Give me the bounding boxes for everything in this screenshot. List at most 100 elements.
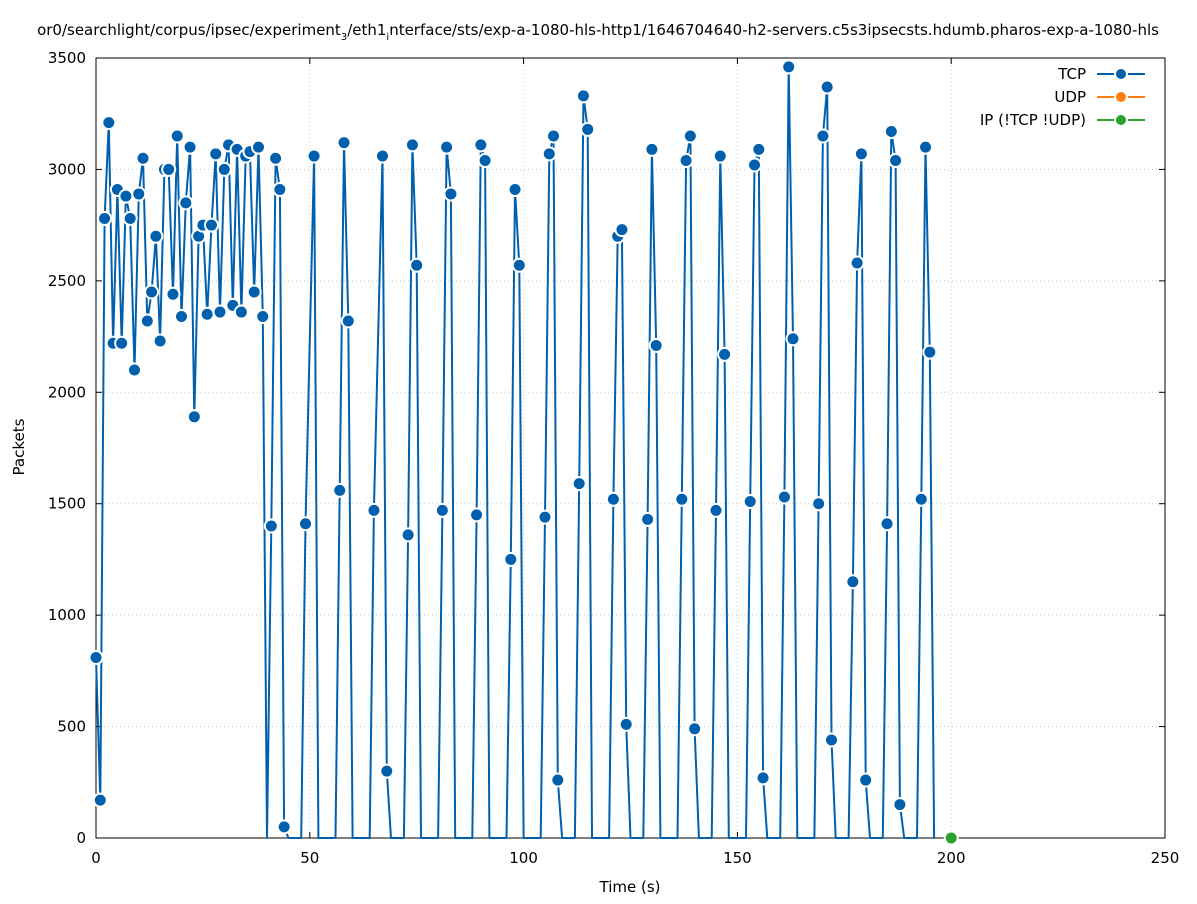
data-point	[263, 518, 279, 534]
data-point	[276, 819, 292, 835]
data-point	[212, 304, 228, 320]
legend-label: UDP	[1054, 88, 1086, 106]
data-point	[575, 88, 591, 104]
title-part-3: nterface/sts/exp-a-1080-hls-http1/164670…	[389, 21, 1159, 39]
data-point	[144, 284, 160, 300]
data-point	[233, 304, 249, 320]
data-point	[815, 128, 831, 144]
title-part-2: /eth1	[347, 21, 386, 39]
data-point	[135, 150, 151, 166]
data-point	[92, 792, 108, 808]
y-tick-label: 3000	[48, 160, 86, 178]
data-point	[819, 79, 835, 95]
legend-label: TCP	[1057, 65, 1086, 83]
data-point	[511, 257, 527, 273]
y-tick-label: 2500	[48, 272, 86, 290]
data-point	[340, 313, 356, 329]
data-point	[503, 551, 519, 567]
data-point	[811, 496, 827, 512]
data-point	[122, 210, 138, 226]
data-point	[858, 772, 874, 788]
data-point	[169, 128, 185, 144]
data-point	[742, 493, 758, 509]
data-point	[776, 489, 792, 505]
tick-layer: 0 50 100 150 200 2500500100015002000250030003…	[48, 49, 1180, 867]
data-point	[550, 772, 566, 788]
data-point	[148, 228, 164, 244]
x-axis-label: Time (s)	[599, 878, 661, 896]
data-point	[131, 186, 147, 202]
data-point	[400, 527, 416, 543]
data-point	[618, 716, 634, 732]
y-tick-label: 1000	[48, 606, 86, 624]
data-point	[883, 124, 899, 140]
x-tick-label: 200	[937, 849, 966, 867]
data-point	[678, 153, 694, 169]
data-point	[755, 770, 771, 786]
data-point	[250, 139, 266, 155]
data-point	[747, 157, 763, 173]
data-point	[918, 139, 934, 155]
data-point	[682, 128, 698, 144]
data-point	[434, 502, 450, 518]
data-point	[161, 161, 177, 177]
data-point	[298, 516, 314, 532]
data-point	[580, 121, 596, 137]
x-tick-label: 0	[91, 849, 101, 867]
data-point	[246, 284, 262, 300]
x-tick-label: 150	[723, 849, 752, 867]
data-point	[614, 222, 630, 238]
data-point	[751, 141, 767, 157]
legend-label: IP (!TCP !UDP)	[980, 111, 1086, 129]
y-axis-label: Packets	[10, 418, 28, 475]
data-point	[546, 128, 562, 144]
data-point	[674, 491, 690, 507]
data-point	[849, 255, 865, 271]
data-point	[469, 507, 485, 523]
x-tick-label: 250	[1151, 849, 1180, 867]
data-point	[640, 511, 656, 527]
data-point	[687, 721, 703, 737]
data-point	[537, 509, 553, 525]
data-point	[97, 210, 113, 226]
x-tick-label: 100	[509, 849, 538, 867]
data-point	[199, 306, 215, 322]
data-point	[208, 146, 224, 162]
legend-marker	[1114, 67, 1128, 81]
x-tick-label: 50	[300, 849, 319, 867]
data-point	[507, 181, 523, 197]
data-point	[879, 516, 895, 532]
data-point	[644, 141, 660, 157]
data-point	[853, 146, 869, 162]
data-point	[404, 137, 420, 153]
data-point	[306, 148, 322, 164]
data-point	[101, 115, 117, 131]
data-point	[473, 137, 489, 153]
chart-title: or0/searchlight/corpus/ipsec/experiment3…	[37, 21, 1159, 43]
y-tick-label: 1500	[48, 495, 86, 513]
title-subscript-2: i	[386, 32, 389, 43]
data-point	[272, 181, 288, 197]
data-point	[88, 649, 104, 665]
data-point	[186, 409, 202, 425]
data-point	[781, 59, 797, 75]
data-point	[268, 150, 284, 166]
y-tick-label: 3500	[48, 49, 86, 67]
data-point	[336, 135, 352, 151]
data-point	[785, 331, 801, 347]
data-point	[374, 148, 390, 164]
data-point	[366, 502, 382, 518]
data-point	[439, 139, 455, 155]
title-part-1: or0/searchlight/corpus/ipsec/experiment	[37, 21, 341, 39]
legend-marker	[1114, 90, 1128, 104]
data-point	[605, 491, 621, 507]
data-point	[443, 186, 459, 202]
data-point	[922, 344, 938, 360]
data-point	[118, 188, 134, 204]
y-tick-label: 2000	[48, 383, 86, 401]
data-point	[165, 286, 181, 302]
data-point	[114, 335, 130, 351]
data-point	[648, 337, 664, 353]
data-point	[477, 153, 493, 169]
